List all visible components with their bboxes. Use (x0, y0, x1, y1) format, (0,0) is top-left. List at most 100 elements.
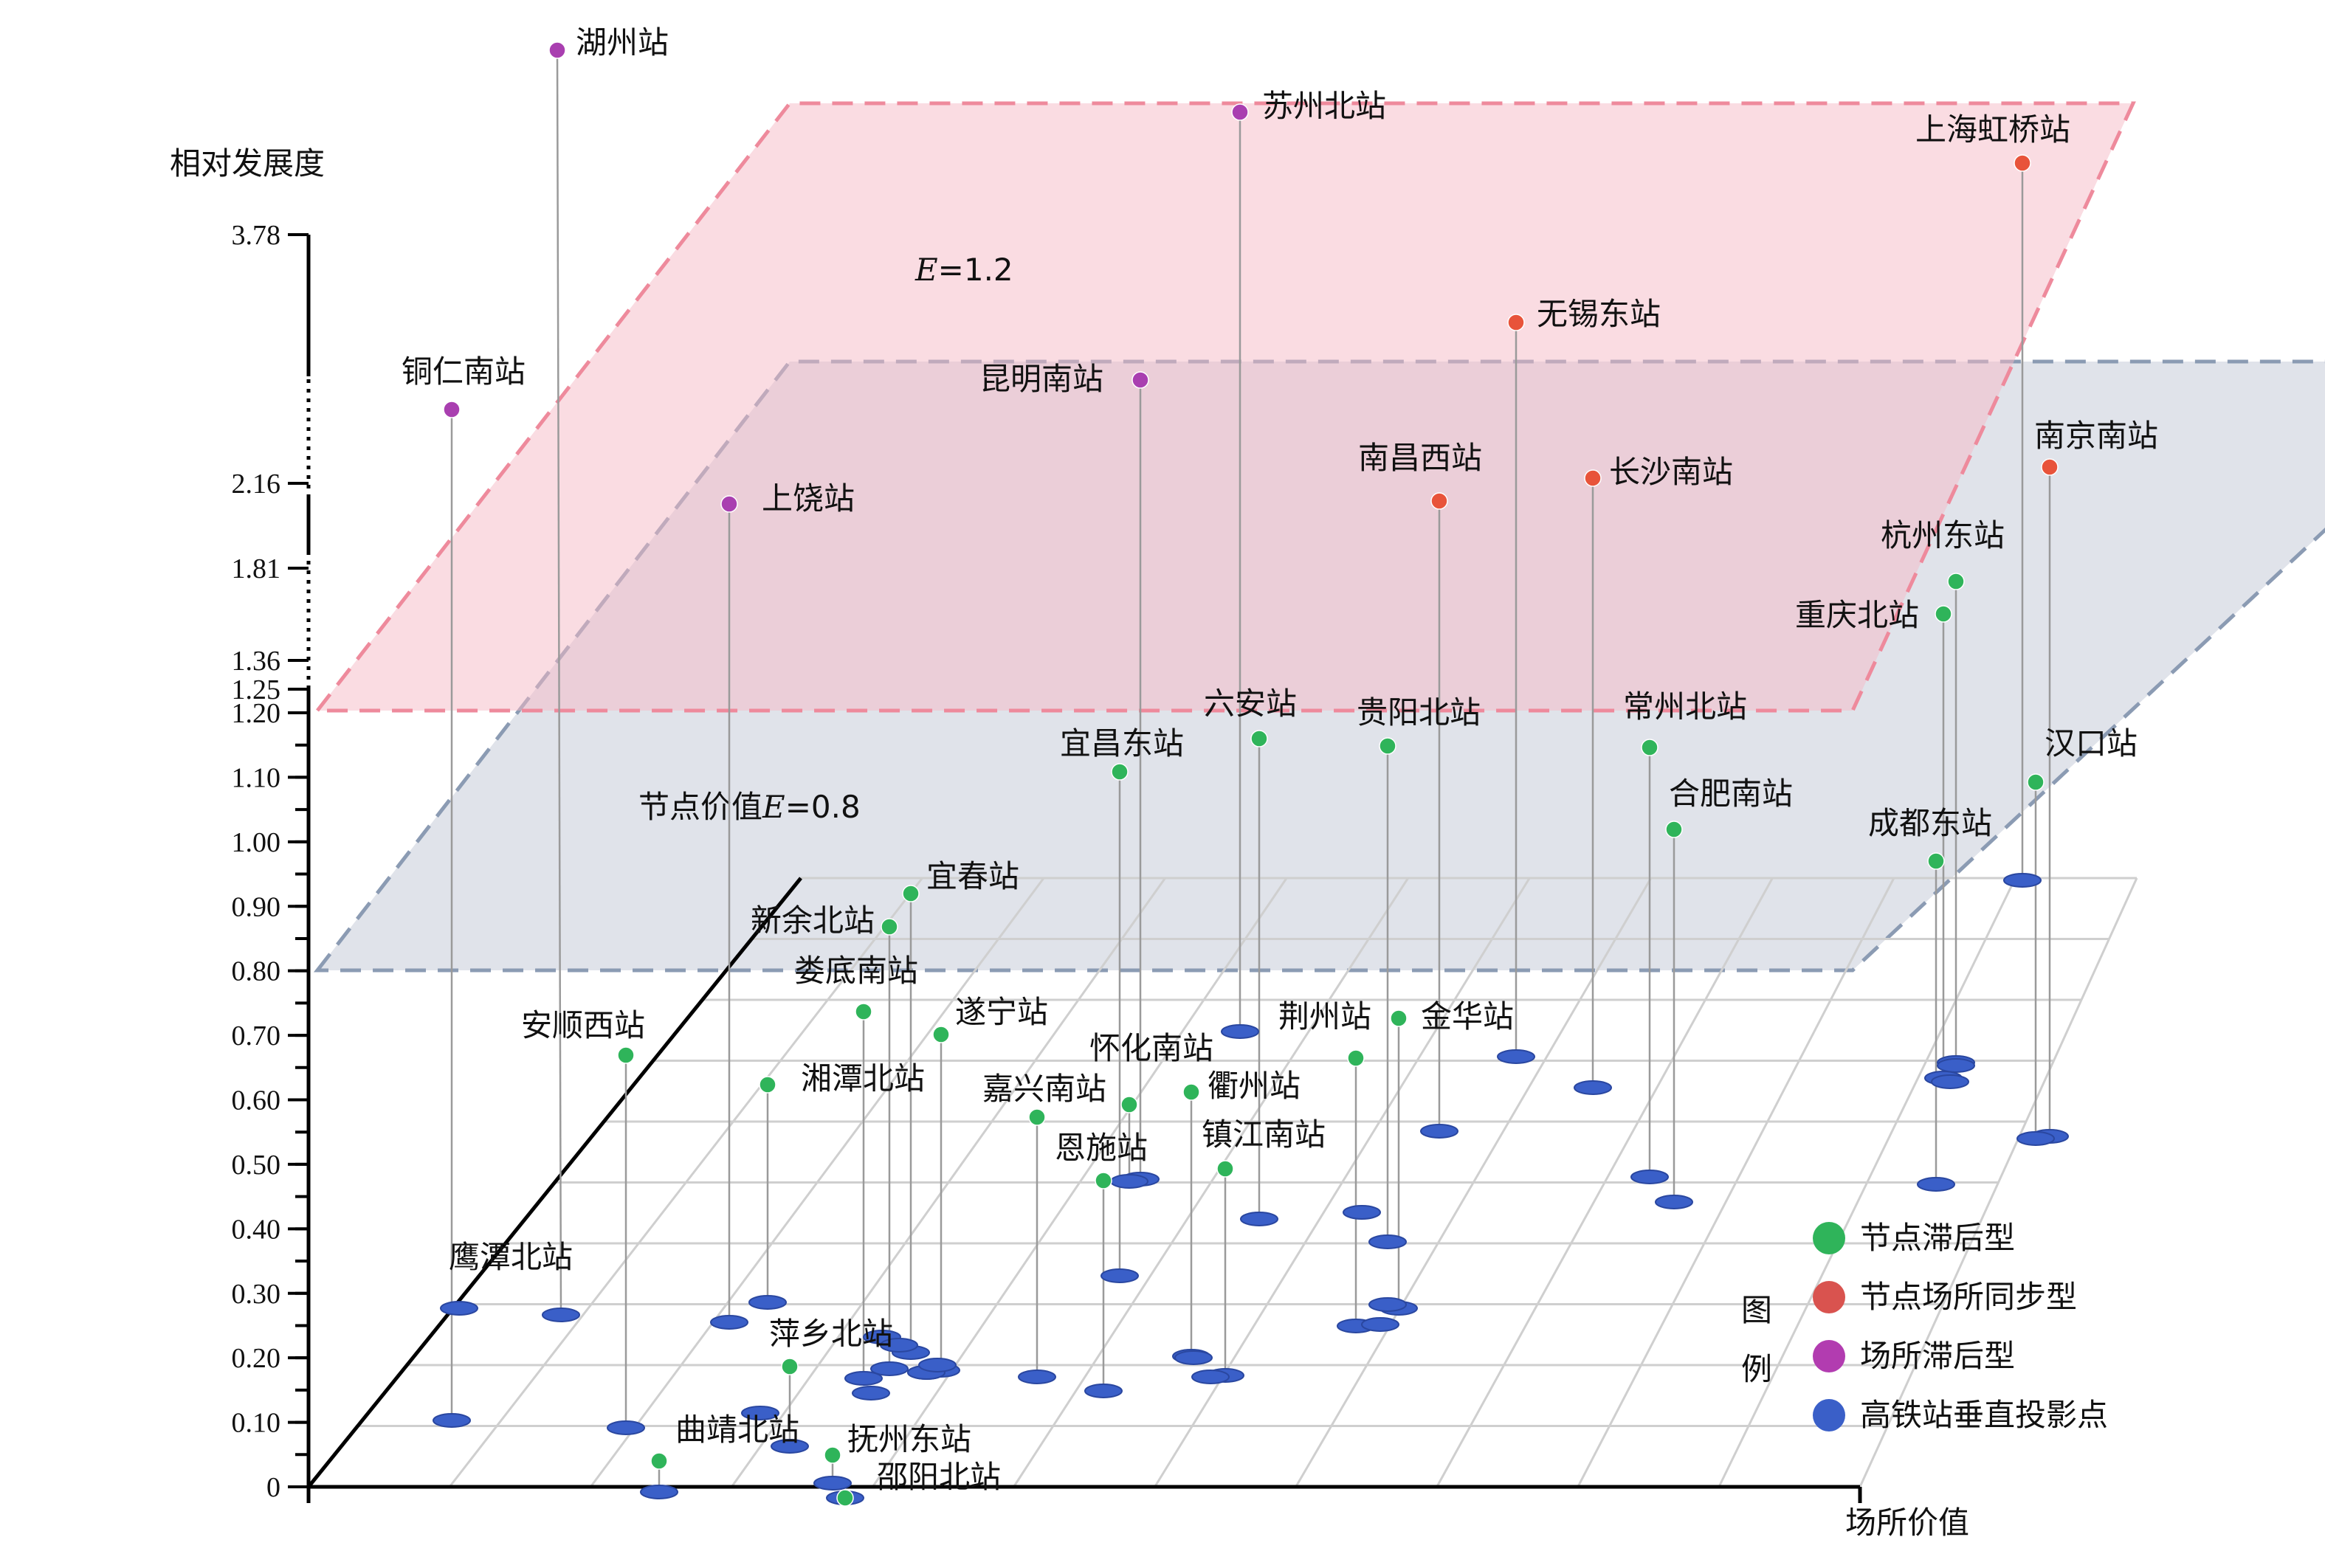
y-tick-label: 3.78 (232, 220, 281, 251)
station-point-e697a0e994a1e4b89ce7ab99 (1507, 314, 1525, 331)
projection-point (771, 1439, 809, 1454)
station-label: 湖州站 (576, 24, 669, 61)
station-label: 金华站 (1421, 998, 1514, 1035)
y-tick-label: 0 (266, 1472, 280, 1503)
y-tick-label: 0.20 (232, 1343, 281, 1374)
station-points (443, 41, 2059, 1507)
station-label: 常州北站 (1623, 688, 1747, 725)
station-point-e4b88ae9a5b6e7ab99 (720, 495, 738, 513)
y-tick-label: 1.81 (232, 553, 281, 584)
y-axis-title: 相对发展度 (170, 145, 325, 182)
y-tick-label: 0.10 (232, 1408, 281, 1439)
station-point-e6b996e5b79ee7ab99 (548, 41, 566, 59)
y-tick-label: 0.50 (232, 1150, 281, 1181)
station-label: 上饶站 (762, 480, 855, 517)
depth-axis-line (307, 877, 802, 1488)
station-label: 南京南站 (2034, 418, 2158, 454)
grid-line (1013, 877, 1409, 1488)
station-point-e995bfe6b299e58d97e7ab99 (1584, 469, 1602, 487)
projection-point (880, 1338, 918, 1353)
projection-point (748, 1295, 787, 1310)
projection-point (1574, 1080, 1612, 1095)
projection-point (1931, 1074, 1969, 1089)
legend-label: 高铁站垂直投影点 (1860, 1397, 2108, 1433)
station-label: 六安站 (1204, 685, 1297, 722)
legend-label: 节点滞后型 (1860, 1220, 2015, 1256)
projection-point (1368, 1297, 1407, 1312)
grid-line (1859, 877, 2138, 1488)
legend-title: 例 (1741, 1351, 1772, 1387)
station-point-e59088e882a5e58d97e7ab99 (1665, 821, 1683, 838)
station-point-e58d97e4baace58d97e7ab99 (2041, 458, 2059, 476)
station-label: 邵阳北站 (877, 1459, 1001, 1495)
station-point-e68080e58c96e58d97e7ab99 (1120, 1096, 1138, 1113)
station-point-e8a1a2e5b79ee7ab99 (1182, 1083, 1200, 1101)
grid-line (1295, 877, 1653, 1488)
grid-line (1154, 877, 1531, 1488)
station-point-e681a9e696bde7ab99 (1095, 1172, 1112, 1189)
projection-stems (450, 49, 2051, 1492)
station-point-e68890e983bde4b89ce7ab99 (1927, 852, 1945, 870)
station-label: 合肥南站 (1669, 776, 1793, 812)
plane-e-1-2 (313, 101, 2136, 713)
legend-swatch (1813, 1281, 1845, 1313)
station-point-e99587e6b19fe58d97e7ab99 (1216, 1160, 1234, 1178)
grid-line (589, 877, 1045, 1488)
grid-line (1577, 877, 1895, 1488)
station-label: 昆明南站 (979, 361, 1103, 397)
y-tick-label: 0.40 (232, 1214, 281, 1245)
station-point-e69886e6988ee58d97e7ab99 (1132, 371, 1149, 389)
legend-swatch (1813, 1340, 1845, 1372)
grid-line (448, 877, 923, 1488)
station-point-e4b88ae6b5b7e899b9e6a1a5e7ab99 (2014, 154, 2031, 172)
station-label: 重庆北站 (1795, 597, 1919, 633)
projection-point (813, 1476, 852, 1491)
projection-point (1937, 1058, 1975, 1073)
station-label: 宜春站 (926, 858, 1019, 894)
projection-point (1110, 1174, 1148, 1189)
y-tick-label: 0.90 (232, 891, 281, 922)
station-label: 荆州站 (1278, 998, 1371, 1035)
y-tick-label: 1.10 (232, 762, 281, 793)
station-point-e69dade5b79ee4b89ce7ab99 (1947, 573, 1965, 590)
grid-line (1436, 877, 1774, 1488)
station-point-e68a9ae5b79ee4b89ce7ab99 (824, 1446, 841, 1464)
legend-label: 节点场所同步型 (1860, 1279, 2077, 1315)
projection-point (1917, 1177, 1955, 1192)
projection-point (1221, 1024, 1259, 1039)
projection-point (2016, 1131, 2055, 1146)
projection-point (433, 1413, 471, 1428)
y-tick-label: 0.70 (232, 1020, 281, 1051)
projection-point (1343, 1205, 1381, 1220)
station-label: 遂宁站 (955, 994, 1048, 1030)
station-point-e88b8fe5b79ee58c97e7ab99 (1231, 103, 1249, 121)
station-point-e6b189e58fa3e7ab99 (2027, 773, 2045, 791)
threshold-planes: 节点价值E=0.8 E=1.2 (313, 101, 2325, 973)
projection-point (852, 1386, 890, 1401)
projection-point (870, 1361, 909, 1376)
projection-point (640, 1485, 678, 1499)
station-point-e6b998e6bdade58c97e7ab99 (759, 1076, 776, 1094)
station-label: 湘潭北站 (801, 1060, 925, 1096)
grid-line (1718, 877, 2016, 1488)
station-label: 无锡东站 (1537, 296, 1661, 332)
station-point-e8b4b5e998b3e58c97e7ab99 (1379, 737, 1396, 755)
station-point-e5a884e5ba95e58d97e7ab99 (855, 1003, 872, 1020)
projection-point (1018, 1370, 1056, 1384)
station-label: 新余北站 (751, 902, 875, 939)
x-axis-title: 场所价值 (1845, 1505, 1969, 1541)
y-axis: 相对发展度 场所价值 0 0.10 0.20 0.30 0.40 0.50 0.60 0.70… (170, 145, 1969, 1541)
projection-point (1191, 1370, 1230, 1384)
station-point-e9878de5ba86e58c97e7ab99 (1935, 605, 1952, 623)
station-point-e585ade5ae89e7ab99 (1250, 730, 1268, 747)
y-tick-label: 1.20 (232, 698, 281, 729)
projection-point (1240, 1212, 1278, 1226)
station-point-e59889e585b4e58d97e7ab99 (1028, 1108, 1046, 1126)
grid-line (731, 877, 1166, 1488)
projection-point (1174, 1350, 1213, 1365)
station-point-e696b0e4bd99e58c97e7ab99 (881, 918, 898, 936)
projection-point (1655, 1195, 1693, 1209)
station-point-e98182e5ae81e7ab99 (932, 1026, 950, 1043)
projection-point (607, 1420, 645, 1435)
